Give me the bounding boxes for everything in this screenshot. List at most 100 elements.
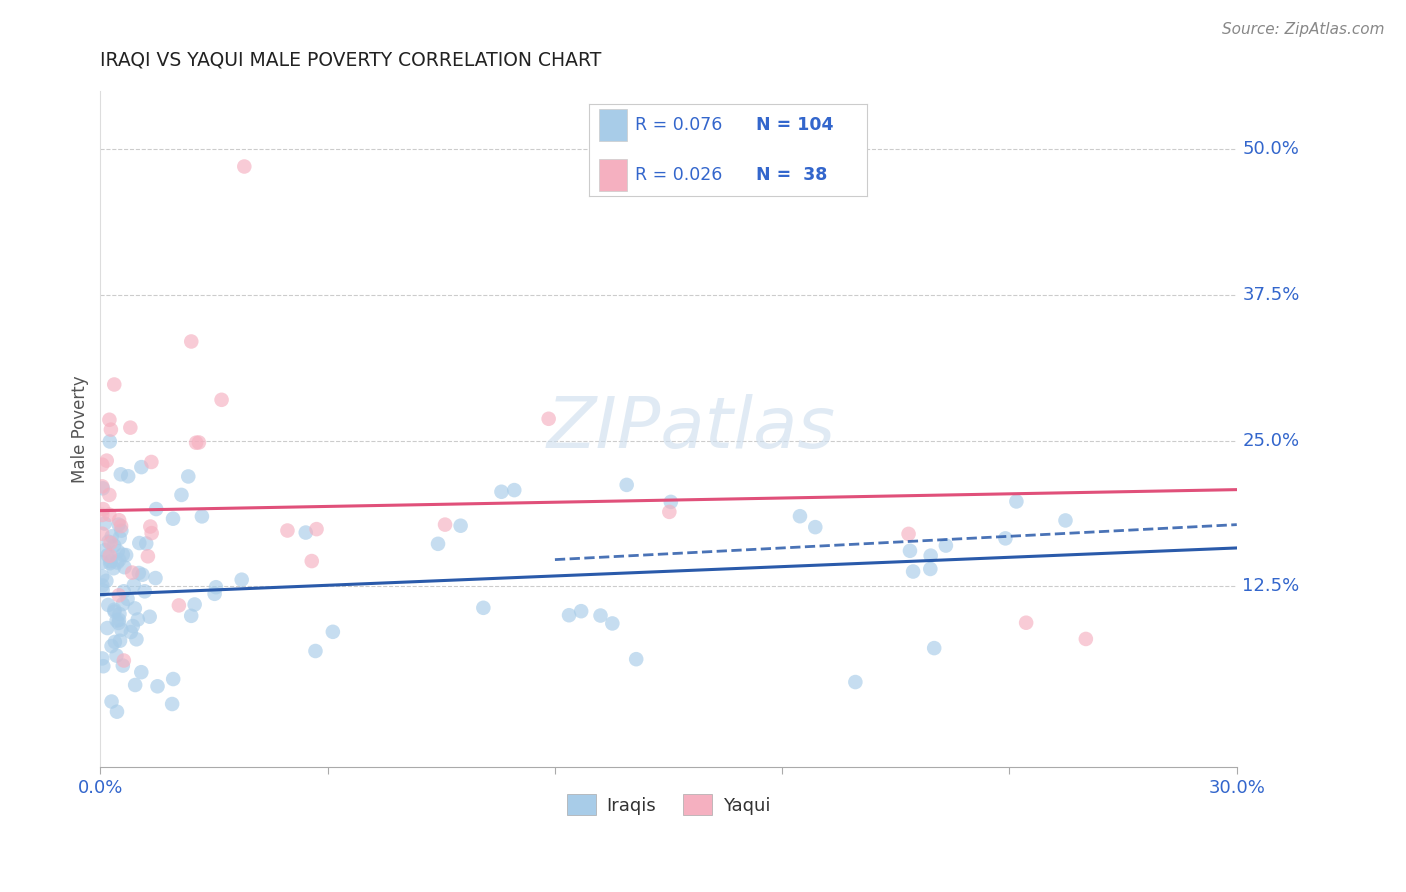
Point <box>1015 615 1038 630</box>
Point <box>110 519 132 533</box>
Point <box>100 554 122 568</box>
Point <box>93 516 115 531</box>
Point <box>97 548 120 562</box>
Point <box>91 502 114 516</box>
Point <box>100 639 122 653</box>
Text: IRAQI VS YAQUI MALE POVERTY CORRELATION CHART: IRAQI VS YAQUI MALE POVERTY CORRELATION … <box>100 51 602 70</box>
Point <box>141 455 163 469</box>
Point <box>503 483 526 497</box>
Point <box>104 635 127 649</box>
Point <box>146 679 169 693</box>
Point <box>167 599 190 613</box>
Text: 50.0%: 50.0% <box>1243 140 1299 158</box>
Point <box>537 411 560 425</box>
Point <box>124 601 146 615</box>
Point <box>121 566 143 580</box>
Point <box>294 525 316 540</box>
Point <box>91 569 114 583</box>
Point <box>301 554 323 568</box>
Point <box>897 527 920 541</box>
Point <box>91 556 114 570</box>
Point <box>114 560 136 574</box>
Point <box>127 612 149 626</box>
Point <box>91 582 114 597</box>
Point <box>93 543 115 558</box>
Point <box>98 413 121 427</box>
Point <box>121 619 143 633</box>
Point <box>103 561 125 575</box>
Point <box>122 578 145 592</box>
Point <box>105 648 128 663</box>
Point <box>1005 494 1028 508</box>
Point <box>170 488 193 502</box>
Text: ZIPatlas: ZIPatlas <box>547 394 835 464</box>
Point <box>191 509 214 524</box>
Point <box>117 469 139 483</box>
Point <box>98 434 121 449</box>
Point <box>187 435 209 450</box>
Point <box>91 526 114 541</box>
Legend: Iraqis, Yaqui: Iraqis, Yaqui <box>560 788 778 822</box>
Point <box>98 488 121 502</box>
Point <box>91 481 114 495</box>
Point <box>98 549 121 563</box>
Point <box>177 469 200 483</box>
Point <box>569 604 592 618</box>
Point <box>427 537 450 551</box>
Point <box>659 495 682 509</box>
Point <box>920 549 942 563</box>
Point <box>804 520 827 534</box>
Point <box>108 513 131 527</box>
Point <box>97 598 120 612</box>
Point <box>141 526 163 541</box>
Point <box>100 536 122 550</box>
Point <box>107 615 129 630</box>
Point <box>103 377 125 392</box>
Point <box>602 616 624 631</box>
Point <box>120 420 142 434</box>
Point <box>901 565 924 579</box>
Point <box>110 524 132 538</box>
Point <box>305 522 328 536</box>
Point <box>111 548 134 562</box>
Text: Source: ZipAtlas.com: Source: ZipAtlas.com <box>1222 22 1385 37</box>
Point <box>107 544 129 558</box>
Point <box>844 675 866 690</box>
Point <box>922 641 945 656</box>
Point <box>276 524 298 538</box>
Point <box>160 697 183 711</box>
Point <box>117 591 139 606</box>
Point <box>145 571 167 585</box>
Point <box>186 435 208 450</box>
Point <box>658 505 681 519</box>
Point <box>96 621 118 635</box>
Point <box>98 508 121 522</box>
Point <box>624 652 647 666</box>
Point <box>589 608 612 623</box>
Point <box>120 625 142 640</box>
Point <box>110 467 132 482</box>
Point <box>105 556 128 570</box>
Point <box>162 672 184 686</box>
Point <box>128 566 150 580</box>
Point <box>491 484 513 499</box>
Point <box>134 584 156 599</box>
Text: 37.5%: 37.5% <box>1243 285 1299 304</box>
Point <box>131 460 153 475</box>
Point <box>108 607 131 621</box>
Point <box>135 536 157 550</box>
Point <box>1074 632 1097 646</box>
Point <box>935 539 957 553</box>
Point <box>131 665 153 680</box>
Point <box>108 588 131 602</box>
Point <box>128 536 150 550</box>
Point <box>145 502 167 516</box>
Y-axis label: Male Poverty: Male Poverty <box>72 376 89 483</box>
Point <box>180 334 202 349</box>
Point <box>105 705 128 719</box>
Point <box>124 678 146 692</box>
Point <box>136 549 159 564</box>
Point <box>183 598 205 612</box>
Point <box>111 658 134 673</box>
Point <box>789 509 811 524</box>
